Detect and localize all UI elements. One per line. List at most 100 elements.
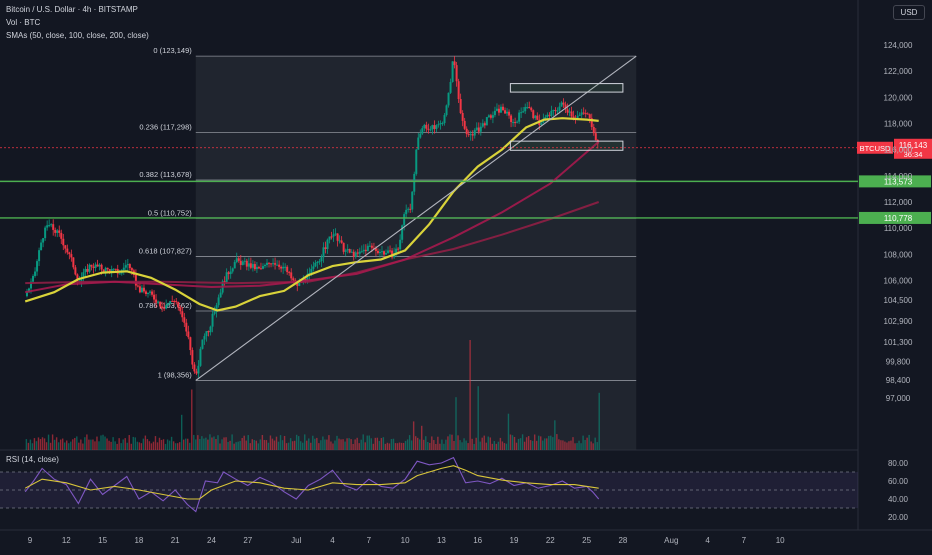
volume-bar <box>558 439 560 450</box>
candle-body <box>433 125 436 129</box>
volume-bar <box>225 437 227 450</box>
candle-body <box>266 262 269 265</box>
currency-button[interactable]: USD <box>893 5 925 20</box>
volume-bar <box>128 435 130 450</box>
volume-bar <box>41 437 44 450</box>
candle-body <box>177 302 180 308</box>
volume-bar <box>29 439 32 450</box>
candle-body <box>336 233 339 241</box>
volume-bar <box>176 443 179 450</box>
candle-body <box>364 249 367 252</box>
rsi-legend[interactable]: RSI (14, close) <box>6 455 59 464</box>
candle-body <box>235 258 238 263</box>
candle-body <box>80 277 83 282</box>
volume-bar <box>283 435 286 450</box>
volume-bar <box>388 443 391 450</box>
candle-body <box>298 281 301 286</box>
candle-body <box>251 264 254 268</box>
volume-bar <box>312 435 314 450</box>
volume-bar <box>126 442 128 450</box>
candle-body <box>66 248 69 253</box>
volume-bar <box>578 440 580 450</box>
volume-bar <box>431 436 433 450</box>
volume-bar <box>299 441 302 450</box>
volume-bar <box>104 436 106 450</box>
candle-body <box>342 242 345 252</box>
volume-bar <box>509 434 512 450</box>
volume-bar <box>86 434 88 450</box>
volume-bar <box>515 442 518 450</box>
candle-body <box>499 106 502 113</box>
volume-bar <box>174 443 177 450</box>
volume-bar <box>118 438 120 450</box>
candle-body <box>554 109 557 111</box>
candle-body <box>306 274 309 282</box>
candle-body <box>253 264 256 270</box>
sma-legend[interactable]: SMAs (50, close, 100, close, 200, close) <box>6 31 149 40</box>
candle-body <box>411 191 414 210</box>
candle-body <box>407 208 410 210</box>
rsi-tick-label: 40.00 <box>888 495 909 504</box>
candle-body <box>114 268 117 270</box>
candle-body <box>552 109 555 111</box>
candle-body <box>261 266 264 269</box>
time-tick-label: 10 <box>401 536 410 545</box>
volume-bar <box>88 439 90 450</box>
candle-body <box>239 260 242 265</box>
volume-bar <box>191 389 193 450</box>
volume-bar <box>493 441 496 450</box>
volume-bar <box>316 437 318 450</box>
volume-bar <box>84 437 86 450</box>
volume-bar <box>324 439 326 450</box>
candle-body <box>58 230 61 233</box>
volume-bar <box>90 439 92 450</box>
candle-body <box>465 128 468 135</box>
candle-body <box>550 110 553 116</box>
support-level-tag <box>859 211 931 224</box>
volume-bar <box>289 438 292 450</box>
candle-body <box>334 233 337 235</box>
volume-bar <box>306 440 308 450</box>
volume-legend[interactable]: Vol · BTC <box>6 18 41 27</box>
candle-body <box>457 81 460 100</box>
candle-body <box>326 239 329 249</box>
volume-bar <box>239 440 241 450</box>
time-tick-label: 16 <box>473 536 482 545</box>
volume-bar <box>340 439 342 450</box>
time-tick-label: 13 <box>437 536 446 545</box>
candle-body <box>94 264 97 269</box>
volume-bar <box>380 438 383 450</box>
volume-bar <box>106 438 108 450</box>
volume-bar <box>136 441 139 450</box>
candle-body <box>528 107 531 109</box>
fib-level-label: 0 (123,149) <box>153 46 192 55</box>
candle-body <box>520 112 523 114</box>
candle-body <box>60 232 63 239</box>
candle-body <box>530 107 533 111</box>
rsi-ma-line <box>24 465 599 500</box>
time-tick-label: 4 <box>705 536 710 545</box>
candle-body <box>237 258 240 261</box>
volume-bar <box>318 443 320 450</box>
volume-bar <box>548 435 550 450</box>
volume-bar <box>443 443 445 450</box>
candle-body <box>427 128 430 130</box>
volume-bar <box>598 392 600 450</box>
price-tick-label: 104,500 <box>884 296 913 305</box>
volume-bar <box>461 442 463 450</box>
volume-bar <box>352 443 354 450</box>
candle-body <box>223 281 226 283</box>
volume-bar <box>108 440 110 450</box>
time-tick-label: 7 <box>742 536 747 545</box>
symbol-title[interactable]: Bitcoin / U.S. Dollar · 4h · BITSTAMP <box>6 5 138 14</box>
price-tick-label: 98,400 <box>886 376 911 385</box>
volume-bar <box>267 442 270 450</box>
price-tick-label: 108,000 <box>884 250 913 259</box>
volume-bar <box>43 438 46 450</box>
candle-body <box>429 129 432 131</box>
volume-bar <box>49 442 52 450</box>
volume-bar <box>418 439 421 450</box>
candle-body <box>526 107 529 109</box>
